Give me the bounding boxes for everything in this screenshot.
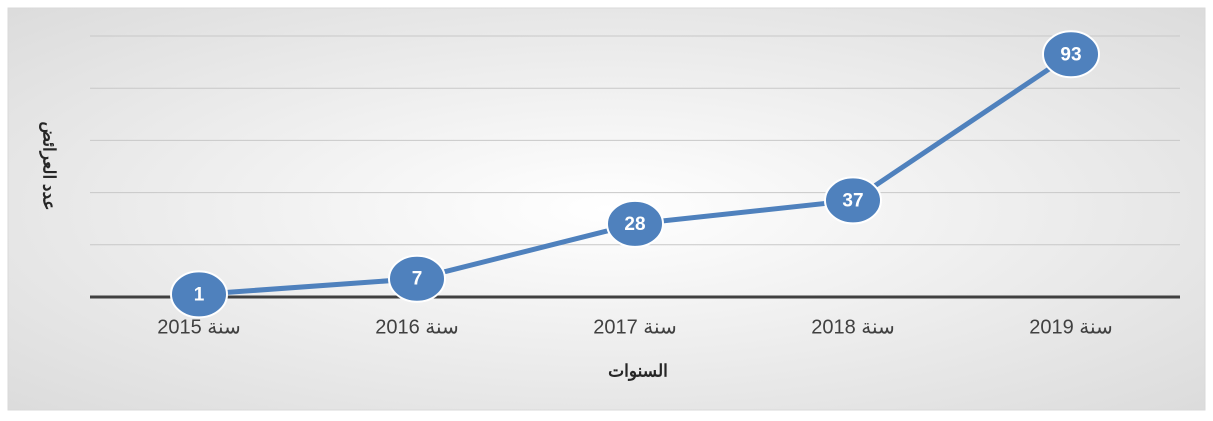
x-tick-label: سنة 2015	[157, 316, 241, 338]
data-point	[824, 176, 882, 225]
data-label: 1	[194, 284, 205, 305]
data-point	[170, 270, 228, 319]
data-label: 37	[842, 190, 863, 211]
y-axis-title: عدد العرائض	[39, 121, 59, 210]
data-point	[388, 254, 446, 303]
data-point	[606, 199, 664, 248]
x-tick-label: سنة 2017	[593, 316, 677, 338]
chart-frame	[7, 7, 1206, 411]
x-tick-label: سنة 2019	[1029, 316, 1113, 338]
data-label: 7	[412, 269, 423, 290]
data-point	[1042, 30, 1100, 79]
data-label: 28	[624, 214, 645, 235]
x-tick-label: سنة 2016	[375, 316, 459, 338]
data-label: 93	[1060, 44, 1081, 65]
x-axis-title: السنوات	[608, 361, 668, 381]
x-tick-label: سنة 2018	[811, 316, 895, 338]
